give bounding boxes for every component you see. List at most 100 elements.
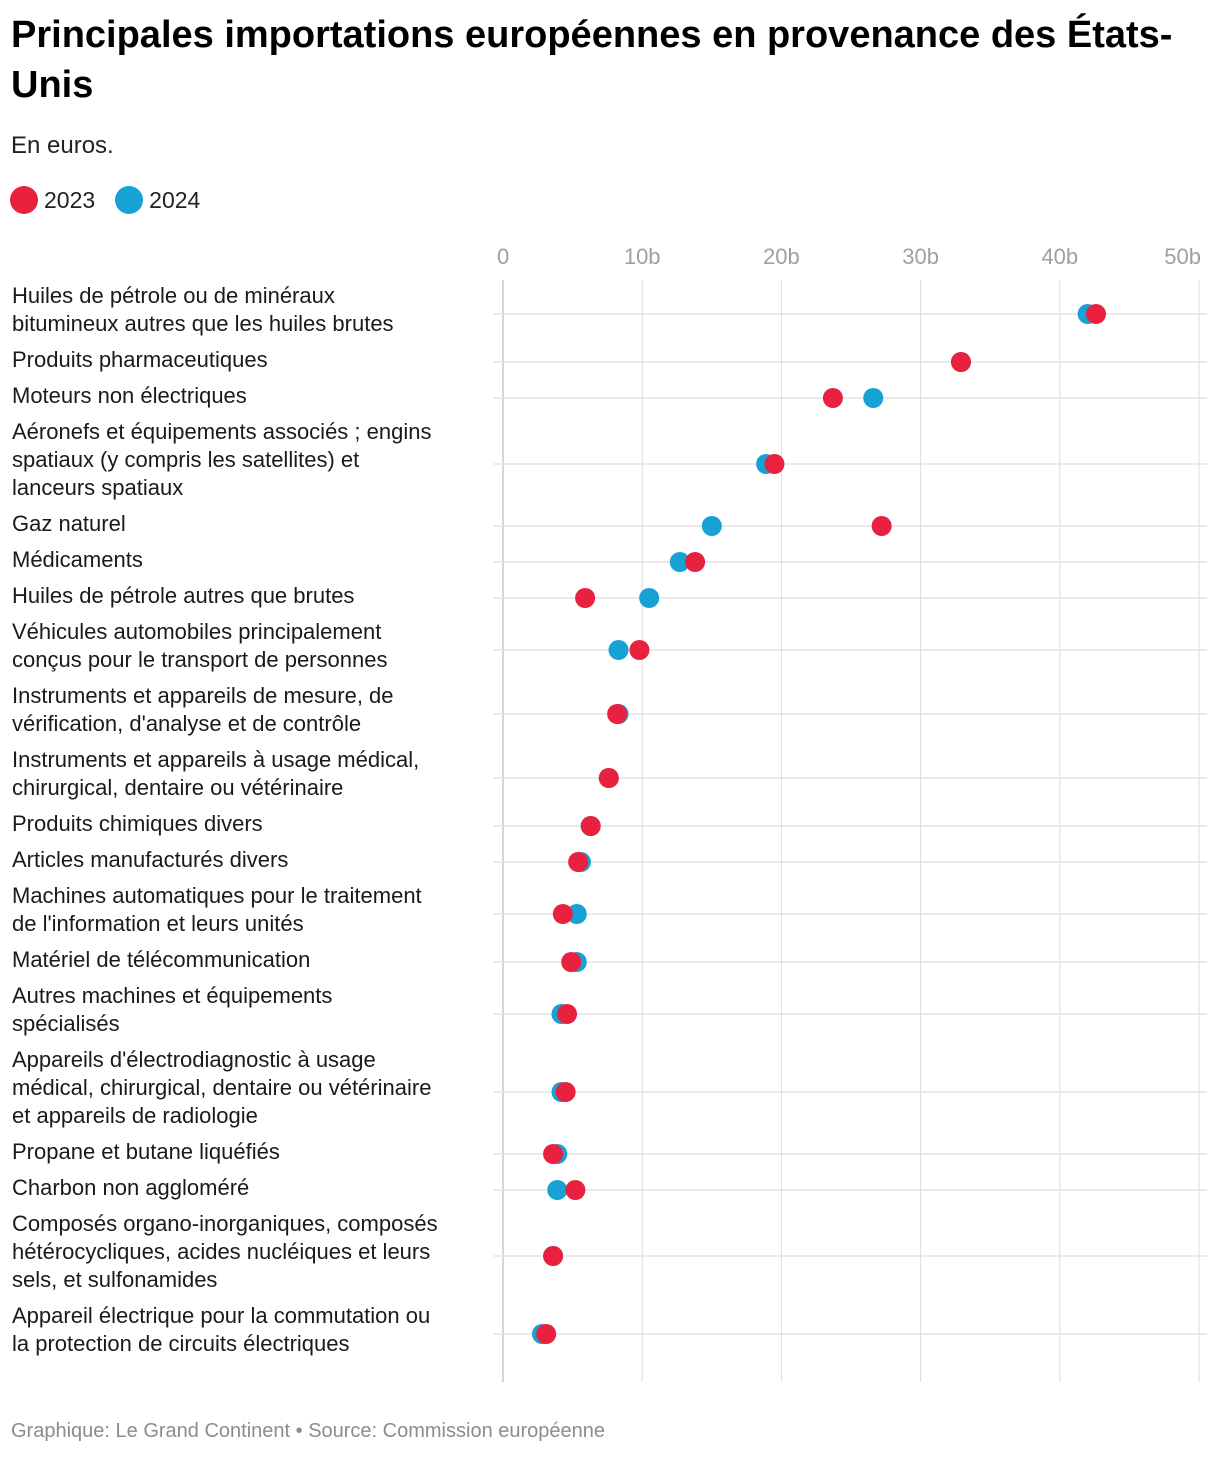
row-dots: [552, 904, 587, 924]
x-tick-label: 40b: [1041, 244, 1078, 269]
dot-2023: [575, 588, 596, 608]
dot-2024: [547, 1180, 568, 1200]
category-label: Propane et butane liquéfiés: [12, 1139, 280, 1164]
row-dots: [580, 816, 601, 836]
category-label: Médicaments: [12, 547, 143, 572]
category-label: Huiles de pétrole autres que brutes: [12, 583, 354, 608]
chart-credit: Graphique: Le Grand Continent • Source: …: [11, 1420, 606, 1442]
category-label-line: Instruments et appareils de mesure, de: [12, 683, 394, 708]
row-dots: [543, 1246, 564, 1266]
row-dots: [607, 704, 629, 724]
row-dots: [543, 1144, 568, 1164]
chart-title: Principales importations européennes en …: [11, 14, 1173, 106]
dot-2023: [565, 1180, 586, 1200]
row-dots: [822, 388, 884, 408]
category-label-line: Produits chimiques divers: [12, 811, 263, 836]
dot-2023: [629, 640, 650, 660]
category-label-line: Médicaments: [12, 547, 143, 572]
category-label-line: Appareil électrique pour la commutation …: [12, 1303, 430, 1328]
category-label-line: médical, chirurgical, dentaire ou vétéri…: [12, 1075, 431, 1100]
category-label: Machines automatiques pour le traitement…: [12, 883, 422, 936]
category-label: Articles manufacturés divers: [12, 847, 288, 872]
category-label: Véhicules automobiles principalement conç…: [12, 619, 387, 672]
dot-2024: [669, 552, 690, 572]
category-label: Charbon non aggloméré: [12, 1175, 249, 1200]
chart-subtitle: En euros.: [11, 132, 114, 159]
category-label-line: Aéronefs et équipements associés ; engin…: [12, 419, 431, 444]
category-label-line: Produits pharmaceutiques: [12, 347, 268, 372]
row-dots: [701, 516, 892, 536]
legend-dot-2024-icon: [115, 186, 144, 214]
category-label-line: Huiles de pétrole ou de minéraux: [12, 283, 335, 308]
dot-2023: [950, 352, 971, 372]
dot-2023: [1085, 304, 1106, 324]
row-dots: [598, 768, 619, 788]
dot-2024: [863, 388, 884, 408]
x-tick-label: 0: [497, 244, 509, 269]
dot-2024: [608, 640, 629, 660]
category-label-line: spécialisés: [12, 1011, 120, 1036]
dot-2023: [543, 1144, 564, 1164]
dot-2023: [871, 516, 892, 536]
dot-2023: [561, 952, 582, 972]
category-label: Instruments et appareils de mesure, de vé…: [12, 683, 394, 736]
row-dots: [950, 352, 971, 372]
row-dots: [561, 952, 587, 972]
dot-2023: [598, 768, 619, 788]
legend-item-2023: 2023: [10, 186, 95, 214]
x-tick-label: 10b: [624, 244, 661, 269]
x-tick-label: 30b: [902, 244, 939, 269]
category-label-line: Appareils d'électrodiagnostic à usage: [12, 1047, 376, 1072]
category-label-line: Articles manufacturés divers: [12, 847, 288, 872]
dot-2023: [685, 552, 706, 572]
category-label-line: Propane et butane liquéfiés: [12, 1139, 280, 1164]
x-tick-label: 50b: [1164, 244, 1201, 269]
category-label: Appareil électrique pour la commutation …: [12, 1303, 430, 1356]
row-dots: [608, 640, 650, 660]
dot-2023: [536, 1324, 557, 1344]
category-label: Instruments et appareils à usage médical…: [12, 747, 419, 800]
category-label-line: Véhicules automobiles principalement: [12, 619, 381, 644]
row-dots: [568, 852, 591, 872]
category-label-line: spatiaux (y compris les satellites) et: [12, 447, 359, 472]
dot-plot: 0 10b 20b 30b 40b 50b Huiles de pétrole ou de …: [12, 244, 1207, 1382]
dot-2024: [566, 904, 587, 924]
category-label-line: conçus pour le transport de personnes: [12, 647, 387, 672]
dot-2023: [607, 704, 628, 724]
row-dots: [575, 588, 660, 608]
row-dots: [756, 454, 785, 474]
row-dots: [1077, 304, 1106, 324]
category-label: Matériel de télécommunication: [12, 947, 310, 972]
category-label: Produits chimiques divers: [12, 811, 263, 836]
dot-2023: [552, 904, 573, 924]
x-tick-label: 20b: [763, 244, 800, 269]
dot-2024: [639, 588, 660, 608]
dot-2023: [580, 816, 601, 836]
category-label-line: vérification, d'analyse et de contrôle: [12, 711, 361, 736]
category-label-line: lanceurs spatiaux: [12, 475, 183, 500]
category-label: Aéronefs et équipements associés ; engin…: [12, 419, 431, 500]
legend-item-2024: 2024: [115, 186, 200, 214]
dot-2023: [543, 1246, 564, 1266]
legend-label-2024: 2024: [149, 186, 201, 213]
category-label: Produits pharmaceutiques: [12, 347, 268, 372]
category-label-line: Huiles de pétrole autres que brutes: [12, 583, 354, 608]
row-dots: [551, 1082, 576, 1102]
category-label: Huiles de pétrole ou de minéraux bitumine…: [12, 283, 394, 336]
dot-2023: [555, 1082, 576, 1102]
category-label-line: de l'information et leurs unités: [12, 911, 304, 936]
dot-2023: [557, 1004, 578, 1024]
category-label-line: hétérocycliques, acides nucléiques et le…: [12, 1239, 430, 1264]
dot-2023: [568, 852, 589, 872]
category-label-line: et appareils de radiologie: [12, 1103, 258, 1128]
row-dots: [669, 552, 706, 572]
category-label-line: Instruments et appareils à usage médical…: [12, 747, 419, 772]
row-dots: [551, 1004, 578, 1024]
category-label-line: Moteurs non électriques: [12, 383, 247, 408]
category-label-line: Matériel de télécommunication: [12, 947, 310, 972]
category-label-line: sels, et sulfonamides: [12, 1267, 217, 1292]
category-label: Appareils d'électrodiagnostic à usage méd…: [12, 1047, 431, 1128]
category-label: Autres machines et équipements spécialisé…: [12, 983, 332, 1036]
legend-dot-2023-icon: [10, 186, 38, 214]
category-label-line: Autres machines et équipements: [12, 983, 332, 1008]
